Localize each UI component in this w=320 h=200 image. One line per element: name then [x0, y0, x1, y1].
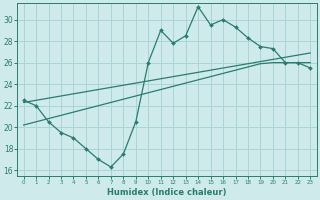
- X-axis label: Humidex (Indice chaleur): Humidex (Indice chaleur): [107, 188, 227, 197]
